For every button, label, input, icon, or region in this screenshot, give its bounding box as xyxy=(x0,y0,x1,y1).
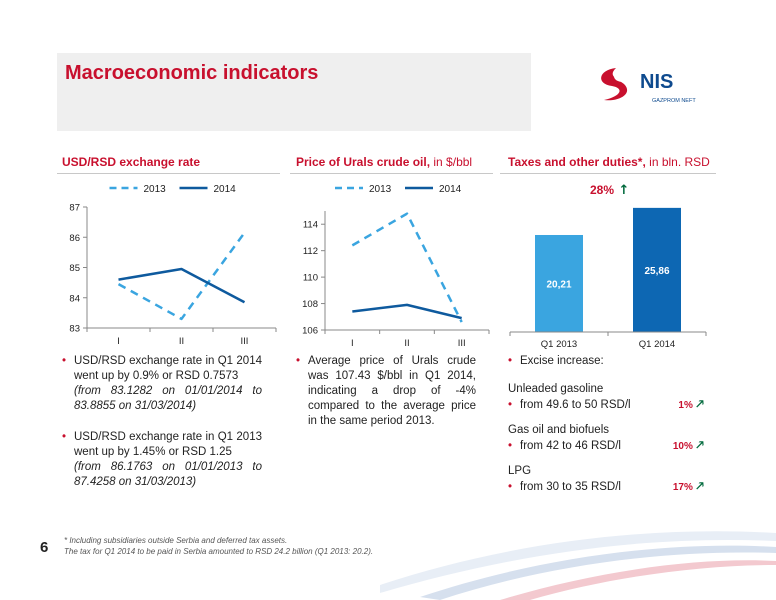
urals-bullet: Average price of Urals crude was 107.43 … xyxy=(296,354,476,429)
y-tick-label: 84 xyxy=(69,293,80,304)
divider xyxy=(57,173,280,174)
y-tick-label: 110 xyxy=(303,273,318,284)
y-tick-label: 106 xyxy=(302,326,318,337)
nis-logo: NIS GAZPROM NEFT xyxy=(601,68,696,104)
x-tick-label: Q1 2014 xyxy=(639,339,675,350)
excise-item-name: Unleaded gasoline xyxy=(508,383,604,395)
taxes-bar-chart: 20,21 Q1 2013 25,86 Q1 2014 28% ↑ xyxy=(509,183,707,350)
footnote: * Including subsidiaries outside Serbia … xyxy=(64,535,373,557)
fx-section-title: USD/RSD exchange rate xyxy=(62,155,201,169)
x-tick-label: I xyxy=(351,338,354,348)
footnote-line: * Including subsidiaries outside Serbia … xyxy=(64,536,288,545)
arrow-up-icon: 🡕 xyxy=(696,438,704,452)
taxes-commentary: Excise increase: Unleaded gasoline from … xyxy=(508,354,704,495)
fx-commentary: USD/RSD exchange rate in Q1 2014 went up… xyxy=(62,354,262,490)
series-line-2013 xyxy=(117,231,246,321)
arrow-up-icon: ↑ xyxy=(619,183,630,198)
urals-commentary: Average price of Urals crude was 107.43 … xyxy=(296,354,476,429)
bar-value-label: 20,21 xyxy=(546,279,571,290)
taxes-section-title: Taxes and other duties*, in bln. RSD xyxy=(508,155,710,169)
divider xyxy=(500,173,716,174)
x-tick-label: II xyxy=(179,336,184,347)
y-tick-label: 86 xyxy=(69,233,80,244)
divider xyxy=(290,173,493,174)
y-tick-label: 87 xyxy=(69,203,80,214)
series-line-2014 xyxy=(118,267,246,304)
excise-item-row: from 49.6 to 50 RSD/l 1% 🡕 xyxy=(508,397,704,413)
legend-label-2013: 2013 xyxy=(369,184,392,195)
fx-note-2014: (from 83.1282 on 01/01/2014 to 83.8855 o… xyxy=(74,385,262,412)
x-tick-label: III xyxy=(241,336,249,347)
bar-value-label: 25,86 xyxy=(644,266,669,277)
excise-item-row: from 30 to 35 RSD/l 17% 🡕 xyxy=(508,479,704,495)
legend-label-2014: 2014 xyxy=(439,184,462,195)
excise-item-row: from 42 to 46 RSD/l 10% 🡕 xyxy=(508,438,704,454)
logo-subtext: GAZPROM NEFT xyxy=(652,98,696,104)
urals-section-title: Price of Urals crude oil, in $/bbl xyxy=(296,155,473,169)
x-tick-label: II xyxy=(404,338,409,348)
y-tick-label: 85 xyxy=(69,263,80,274)
excise-item-pct: 17% xyxy=(672,482,693,493)
fx-bullet-2014: USD/RSD exchange rate in Q1 2014 went up… xyxy=(62,354,262,384)
bar-q1-2013 xyxy=(535,234,583,332)
fx-note-2013: (from 86.1763 on 01/01/2013 to 87.4258 o… xyxy=(74,461,262,488)
series-line-2013 xyxy=(351,212,463,323)
excise-item-change: from 42 to 46 RSD/l xyxy=(508,439,621,454)
arrow-up-icon: 🡕 xyxy=(696,397,704,411)
series-line-2014 xyxy=(352,303,462,320)
bar-q1-2014 xyxy=(633,207,681,332)
excise-item-pct: 1% xyxy=(678,400,693,411)
title-banner xyxy=(57,53,531,131)
fx-bullet-2013: USD/RSD exchange rate in Q1 2013 went up… xyxy=(62,430,262,460)
excise-item-pct: 10% xyxy=(672,441,693,452)
y-tick-label: 114 xyxy=(303,220,318,231)
x-tick-label: Q1 2013 xyxy=(541,339,577,350)
footnote-line: The tax for Q1 2014 to be paid in Serbia… xyxy=(64,547,374,556)
decorative-swoosh xyxy=(380,531,776,600)
excise-bullet: Excise increase: xyxy=(508,354,704,369)
x-tick-label: III xyxy=(458,338,466,348)
logo-text: NIS xyxy=(640,71,673,93)
excise-item-change: from 49.6 to 50 RSD/l xyxy=(508,398,631,413)
arrow-up-icon: 🡕 xyxy=(696,479,704,493)
legend-label-2013: 2013 xyxy=(144,184,167,195)
y-tick-label: 108 xyxy=(302,299,318,310)
page-number: 6 xyxy=(40,539,49,556)
y-tick-label: 112 xyxy=(303,246,318,257)
y-tick-label: 83 xyxy=(69,324,80,335)
excise-item-name: LPG xyxy=(508,465,532,477)
excise-item-name: Gas oil and biofuels xyxy=(508,424,610,436)
growth-annotation: 28% xyxy=(590,183,614,197)
legend-label-2014: 2014 xyxy=(214,184,237,195)
excise-item-change: from 30 to 35 RSD/l xyxy=(508,480,621,495)
x-tick-label: I xyxy=(117,336,120,347)
page-title: Macroeconomic indicators xyxy=(65,62,319,84)
